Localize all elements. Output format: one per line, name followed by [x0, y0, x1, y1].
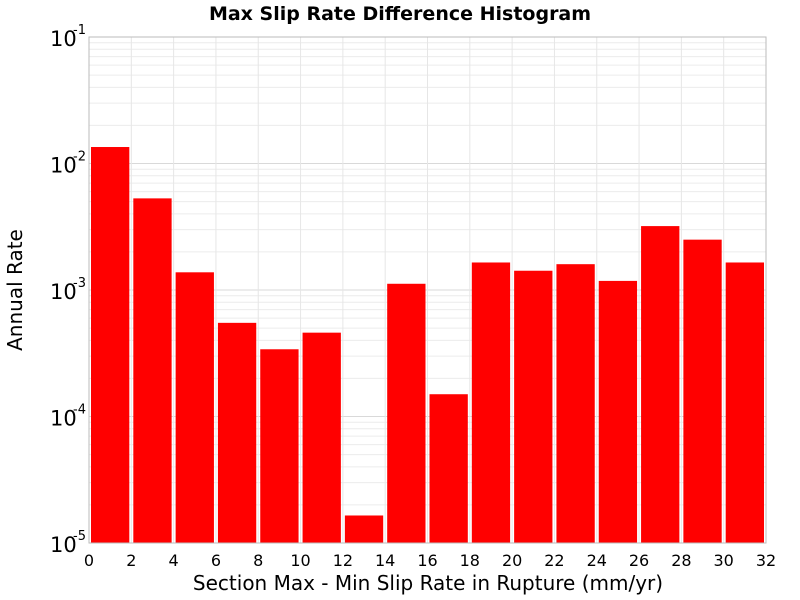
y-tick-base: 10: [50, 27, 77, 51]
x-tick-label: 22: [544, 551, 564, 570]
y-tick-label: 10-4: [50, 403, 86, 431]
y-tick-exponent: -1: [73, 23, 86, 38]
x-tick-label: 4: [169, 551, 179, 570]
histogram-bar: [133, 198, 172, 544]
x-tick-label: 18: [460, 551, 480, 570]
x-tick-label: 24: [587, 551, 607, 570]
x-tick-label: 14: [375, 551, 395, 570]
y-tick-exponent: -2: [73, 150, 86, 165]
y-tick-base: 10: [50, 154, 77, 178]
histogram-bar: [217, 322, 257, 543]
x-tick-label: 16: [417, 551, 437, 570]
x-tick-label: 26: [629, 551, 649, 570]
histogram-bar: [471, 262, 511, 543]
histogram-bar: [260, 349, 299, 543]
histogram-bar: [598, 280, 638, 543]
y-tick-exponent: -5: [73, 529, 86, 544]
histogram-bar: [175, 272, 214, 543]
histogram-bar: [344, 515, 384, 543]
histogram-bar: [725, 262, 764, 543]
histogram-bar: [91, 147, 130, 544]
histogram-bar: [387, 283, 426, 543]
histogram-bar: [683, 239, 722, 543]
y-tick-base: 10: [50, 280, 77, 304]
x-tick-label: 0: [84, 551, 94, 570]
x-tick-label: 10: [290, 551, 310, 570]
x-tick-label: 12: [333, 551, 353, 570]
y-axis-label: Annual Rate: [3, 229, 27, 351]
histogram-bar: [429, 394, 468, 543]
histogram-bar: [302, 332, 341, 543]
x-tick-label: 6: [211, 551, 221, 570]
y-tick-base: 10: [50, 533, 77, 557]
chart-title: Max Slip Rate Difference Histogram: [209, 3, 591, 25]
y-tick-labels: 10-510-410-310-210-1: [50, 23, 86, 557]
histogram-bar: [514, 270, 553, 543]
x-tick-label: 30: [714, 551, 734, 570]
histogram-bar: [556, 264, 595, 543]
x-tick-label: 8: [253, 551, 263, 570]
x-tick-label: 32: [756, 551, 776, 570]
x-tick-label: 2: [126, 551, 136, 570]
y-tick-label: 10-1: [50, 23, 86, 51]
y-tick-exponent: -4: [73, 403, 86, 418]
x-tick-label: 20: [502, 551, 522, 570]
plot-border: [88, 36, 767, 544]
x-tick-labels: 0 2 4 6 8 10 12 14 16 18 20 22 24 26 28 30 32: [84, 551, 776, 570]
histogram-bar: [641, 226, 680, 544]
y-tick-label: 10-5: [50, 529, 86, 557]
x-axis-label: Section Max - Min Slip Rate in Rupture (…: [193, 571, 663, 595]
y-tick-base: 10: [50, 407, 77, 431]
y-tick-label: 10-3: [50, 276, 86, 304]
y-tick-exponent: -3: [73, 276, 86, 291]
x-tick-label: 28: [671, 551, 691, 570]
y-tick-label: 10-2: [50, 150, 86, 178]
bars: [91, 147, 764, 544]
